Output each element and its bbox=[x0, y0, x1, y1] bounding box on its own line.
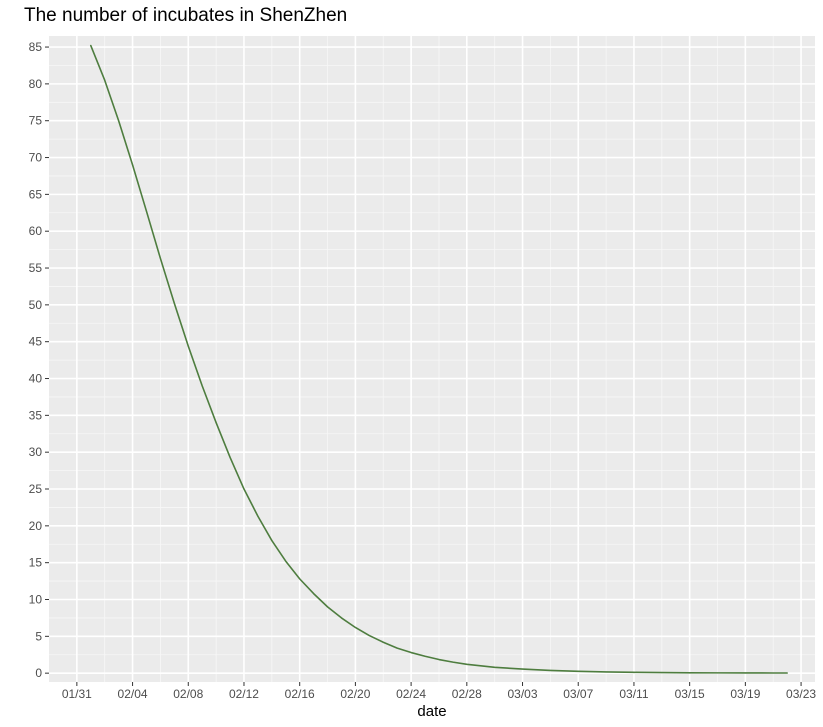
y-tick-label: 45 bbox=[29, 335, 43, 349]
series-layer bbox=[89, 44, 788, 674]
y-tick-label: 35 bbox=[29, 408, 43, 422]
y-tick-label: 60 bbox=[29, 224, 43, 238]
x-tick-label: 01/31 bbox=[62, 687, 92, 701]
x-tick-label: 02/28 bbox=[452, 687, 482, 701]
minor-gridlines bbox=[49, 36, 815, 682]
y-tick-label: 40 bbox=[29, 372, 43, 386]
x-tick-label: 03/11 bbox=[619, 687, 648, 701]
y-tick-label: 20 bbox=[29, 519, 43, 533]
y-tick-label: 5 bbox=[35, 629, 42, 643]
y-tick-label: 25 bbox=[29, 482, 43, 496]
y-tick-label: 55 bbox=[29, 261, 43, 275]
x-tick-label: 02/16 bbox=[285, 687, 315, 701]
y-tick-label: 15 bbox=[29, 556, 43, 570]
x-axis-title: date bbox=[417, 703, 446, 720]
x-tick-label: 03/23 bbox=[786, 687, 816, 701]
y-axis: 0 5 10 15 20 25 30 35 40 45 50 55 60 65 70 75 80 85 bbox=[29, 40, 49, 680]
y-tick-label: 70 bbox=[29, 151, 43, 165]
x-tick-label: 03/19 bbox=[730, 687, 760, 701]
series-line bbox=[89, 44, 788, 674]
plot-panel bbox=[49, 36, 815, 682]
x-tick-label: 02/24 bbox=[396, 687, 426, 701]
x-tick-label: 02/20 bbox=[340, 687, 370, 701]
x-tick-label: 03/03 bbox=[508, 687, 538, 701]
x-tick-label: 02/08 bbox=[173, 687, 203, 701]
chart-title: The number of incubates in ShenZhen bbox=[24, 5, 348, 26]
y-tick-label: 75 bbox=[29, 114, 43, 128]
y-tick-label: 85 bbox=[29, 40, 43, 54]
y-tick-label: 0 bbox=[35, 666, 42, 680]
y-tick-label: 30 bbox=[29, 445, 43, 459]
y-tick-label: 50 bbox=[29, 298, 43, 312]
x-axis: 01/31 02/04 02/08 02/12 02/16 02/20 02/24 02/28… bbox=[62, 682, 816, 701]
y-tick-label: 10 bbox=[29, 593, 43, 607]
y-tick-label: 65 bbox=[29, 187, 43, 201]
x-tick-label: 03/15 bbox=[675, 687, 705, 701]
x-tick-label: 03/07 bbox=[563, 687, 593, 701]
y-tick-label: 80 bbox=[29, 77, 43, 91]
x-tick-label: 02/04 bbox=[118, 687, 148, 701]
x-tick-label: 02/12 bbox=[229, 687, 259, 701]
major-gridlines bbox=[49, 36, 815, 682]
